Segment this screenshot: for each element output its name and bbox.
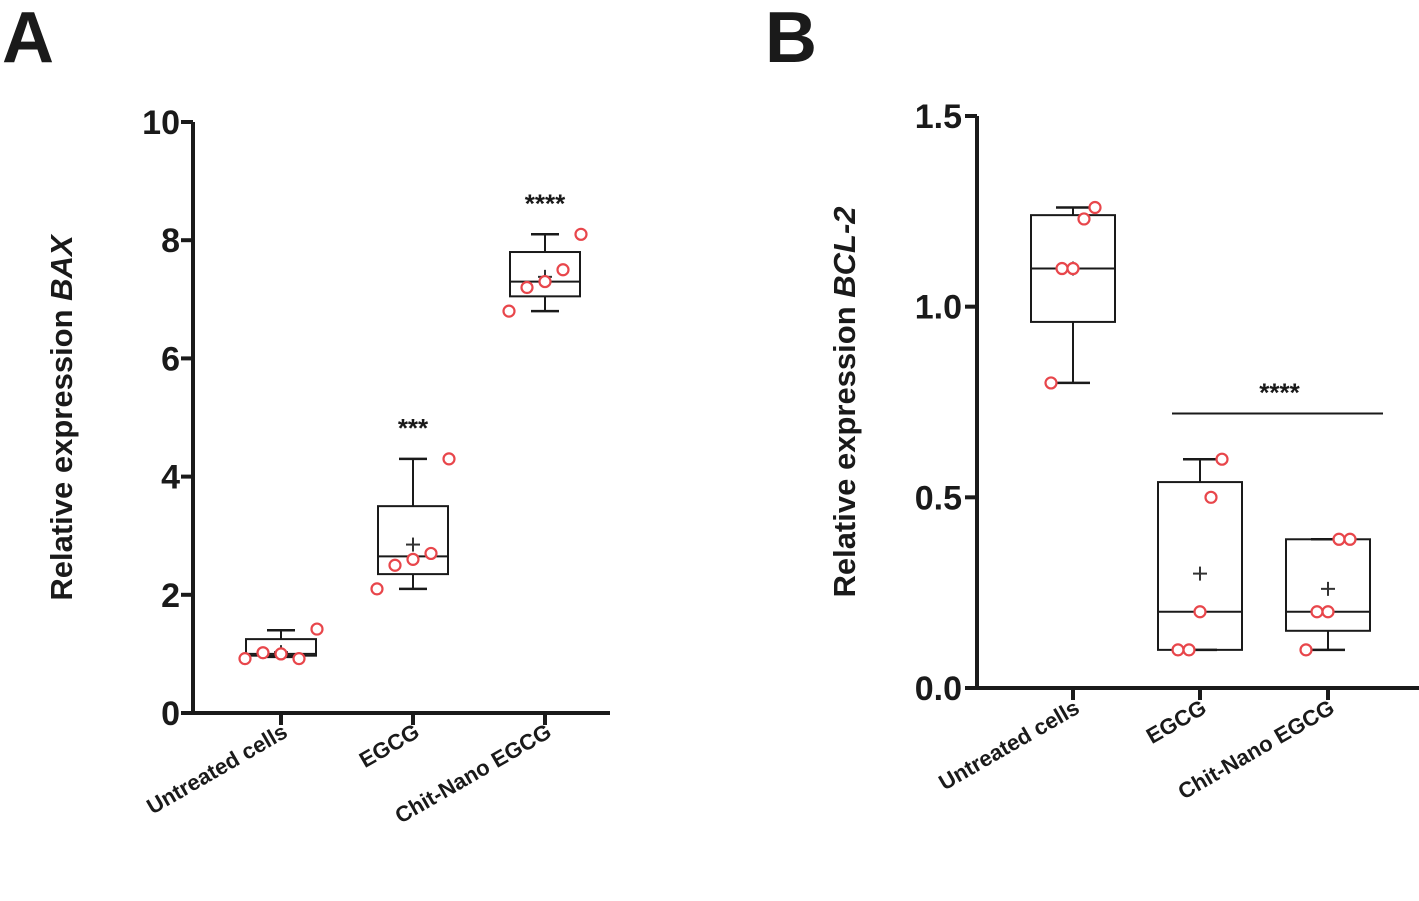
y-tick-label: 8 bbox=[161, 222, 180, 260]
x-tick-label: EGCG bbox=[1142, 695, 1211, 749]
y-tick-label: 0.5 bbox=[915, 479, 962, 517]
data-point bbox=[1182, 643, 1196, 657]
significance-label: *** bbox=[398, 413, 429, 443]
box-group bbox=[1030, 200, 1116, 390]
significance-label: **** bbox=[525, 188, 566, 218]
box-iqr bbox=[1157, 481, 1243, 651]
panel-b-letter: B bbox=[765, 0, 817, 78]
data-point bbox=[502, 304, 516, 318]
panel-a-letter: A bbox=[2, 0, 54, 78]
y-tick-label: 0.0 bbox=[915, 670, 962, 708]
y-tick-label: 1.5 bbox=[915, 98, 962, 136]
y-tick-label: 0 bbox=[161, 695, 180, 733]
data-point bbox=[538, 274, 552, 289]
data-point bbox=[406, 552, 420, 566]
box-group: *** bbox=[370, 413, 456, 596]
box-group bbox=[1157, 452, 1243, 657]
data-point bbox=[442, 452, 456, 466]
data-point bbox=[1310, 605, 1324, 619]
box-iqr bbox=[1285, 538, 1371, 632]
data-point bbox=[1204, 490, 1218, 504]
data-point bbox=[1055, 261, 1069, 276]
data-point bbox=[1215, 452, 1229, 466]
data-point bbox=[256, 646, 270, 660]
y-tick-label: 10 bbox=[142, 104, 180, 142]
box-iqr bbox=[509, 251, 581, 298]
panel-b: B Relative expression BCL-2 0.0 0.5 1.0 1.5… bbox=[765, 0, 1419, 804]
data-point bbox=[1066, 261, 1080, 276]
panel-b-y-axis-title: Relative expression BCL-2 bbox=[827, 206, 862, 597]
data-point bbox=[1171, 643, 1185, 657]
x-tick-label: Untreated cells bbox=[142, 719, 291, 820]
x-tick-label: Untreated cells bbox=[934, 695, 1083, 796]
data-point bbox=[574, 227, 588, 241]
y-tick-label: 6 bbox=[161, 340, 180, 378]
panel-a-y-axis-title: Relative expression BAX bbox=[44, 233, 79, 601]
box-group bbox=[1285, 532, 1371, 657]
data-point bbox=[238, 652, 252, 666]
data-point bbox=[1299, 643, 1313, 657]
data-point bbox=[1343, 532, 1357, 546]
data-point bbox=[310, 622, 324, 636]
data-point bbox=[520, 280, 534, 295]
data-point bbox=[388, 558, 402, 572]
y-tick-label: 4 bbox=[161, 459, 180, 497]
y-tick-label: 1.0 bbox=[915, 289, 962, 327]
data-point bbox=[370, 582, 384, 596]
box-iqr bbox=[377, 505, 449, 576]
data-point bbox=[292, 652, 306, 666]
data-point bbox=[424, 546, 438, 561]
data-point bbox=[1077, 212, 1091, 226]
panel-a: A Relative expression BAX 0 2 4 6 8 10 Untreat… bbox=[2, 0, 610, 828]
y-tick-label: 2 bbox=[161, 577, 180, 615]
data-point bbox=[1044, 376, 1058, 390]
significance-label: **** bbox=[1259, 377, 1300, 407]
data-point bbox=[274, 647, 288, 661]
data-point bbox=[1088, 200, 1102, 215]
data-point bbox=[1332, 532, 1346, 546]
data-point bbox=[556, 263, 570, 277]
data-point bbox=[1321, 605, 1335, 619]
box-group bbox=[238, 622, 324, 666]
box-group: **** bbox=[502, 188, 588, 318]
data-point bbox=[1193, 605, 1207, 619]
x-tick-label: EGCG bbox=[355, 719, 424, 773]
